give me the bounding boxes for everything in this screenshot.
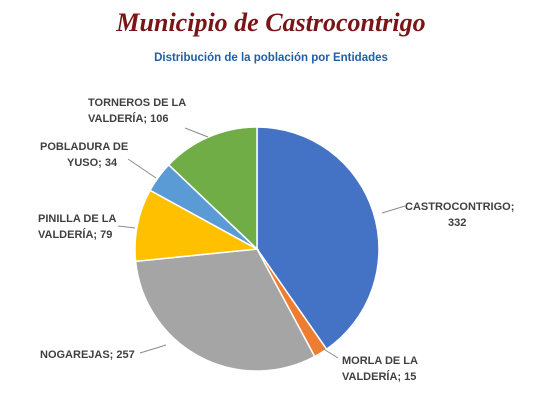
data-label-line: POBLADURA DE bbox=[40, 141, 128, 153]
leader-line bbox=[117, 225, 136, 229]
data-label: CASTROCONTRIGO; 332 bbox=[405, 201, 514, 229]
data-label-line: VALDERÍA; 15 bbox=[342, 370, 416, 383]
data-label: MORLA DE LA VALDERÍA; 15 bbox=[342, 355, 418, 383]
data-label-line: VALDERÍA; 106 bbox=[88, 112, 168, 125]
data-label-line: NOGAREJAS; 257 bbox=[40, 349, 135, 361]
leader-line bbox=[139, 344, 167, 354]
pie-slice-castrocontrigo bbox=[256, 126, 380, 351]
pie-slice-torneros-de-la-valder-a bbox=[167, 126, 258, 251]
data-label: POBLADURA DE YUSO; 34 bbox=[40, 141, 128, 169]
leader-line bbox=[381, 205, 406, 214]
data-label-line: MORLA DE LA bbox=[342, 355, 418, 367]
chart-title: Municipio de Castrocontrigo bbox=[116, 8, 426, 37]
data-label: TORNEROS DE LA VALDERÍA; 106 bbox=[88, 97, 186, 125]
data-label-line: 332 bbox=[448, 217, 466, 229]
data-label-line: YUSO; 34 bbox=[67, 157, 118, 169]
data-label: PINILLA DE LA VALDERÍA; 79 bbox=[38, 213, 116, 241]
data-label-line: PINILLA DE LA bbox=[38, 213, 116, 225]
data-label-line: VALDERÍA; 79 bbox=[38, 228, 112, 241]
data-label: NOGAREJAS; 257 bbox=[40, 349, 135, 361]
data-label-line: CASTROCONTRIGO; bbox=[405, 201, 514, 213]
leader-line bbox=[127, 158, 157, 179]
leader-line bbox=[321, 347, 339, 359]
data-label-line: TORNEROS DE LA bbox=[88, 97, 186, 109]
chart-subtitle: Distribución de la población por Entidad… bbox=[154, 52, 388, 64]
leader-line bbox=[184, 127, 209, 138]
pie-slice-nogarejas bbox=[134, 248, 316, 372]
